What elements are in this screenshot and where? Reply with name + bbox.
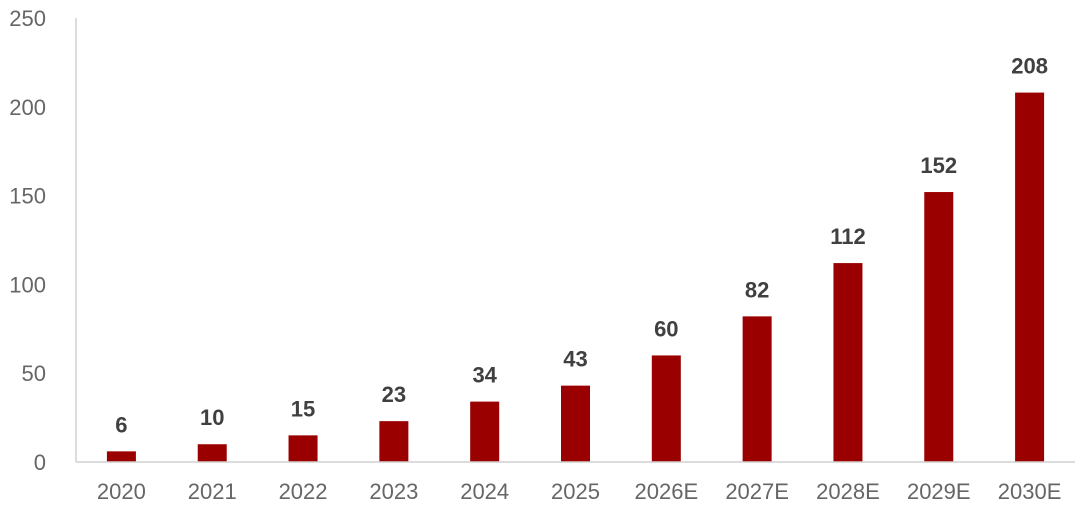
x-tick-label: 2020 (97, 479, 146, 504)
y-tick-label: 100 (9, 272, 46, 297)
y-tick-label: 250 (9, 6, 46, 31)
x-tick-label: 2022 (279, 479, 328, 504)
data-labels: 6 10 15 23 34 43 60 82 112 152 208 (115, 54, 1048, 438)
bar (833, 263, 863, 462)
bars (106, 92, 1045, 462)
bar (379, 421, 409, 462)
bar (924, 192, 954, 462)
y-axis-ticks: 0 50 100 150 200 250 (9, 6, 46, 475)
bar (470, 401, 500, 462)
bar-value-label: 60 (654, 316, 678, 341)
bar-value-label: 152 (920, 153, 957, 178)
x-tick-label: 2027E (725, 479, 789, 504)
bar (742, 316, 772, 462)
x-tick-label: 2024 (460, 479, 509, 504)
bar (561, 385, 590, 462)
bar-value-label: 34 (472, 363, 497, 388)
bar-value-label: 15 (291, 396, 315, 421)
bar-value-label: 43 (563, 347, 587, 372)
x-tick-label: 2030E (998, 479, 1062, 504)
bar (1015, 92, 1045, 462)
bar-value-label: 23 (382, 382, 406, 407)
bar-value-label: 10 (200, 405, 224, 430)
bar-value-label: 6 (115, 412, 127, 437)
x-axis-ticks: 2020 2021 2022 2023 2024 2025 2026E 2027E 2028E 2… (97, 479, 1061, 504)
bar (288, 435, 318, 462)
bar (197, 444, 227, 462)
y-tick-label: 200 (9, 95, 46, 120)
bar-value-label: 112 (830, 224, 866, 249)
x-tick-label: 2028E (816, 479, 880, 504)
bar-value-label: 82 (745, 277, 769, 302)
bar-value-label: 208 (1011, 54, 1048, 79)
x-tick-label: 2025 (551, 479, 600, 504)
x-tick-label: 2026E (635, 479, 699, 504)
bar (651, 355, 681, 462)
x-tick-label: 2021 (188, 479, 237, 504)
y-tick-label: 50 (22, 361, 46, 386)
y-tick-label: 150 (9, 184, 46, 209)
x-tick-label: 2023 (369, 479, 418, 504)
y-tick-label: 0 (34, 450, 46, 475)
bar (106, 451, 136, 462)
x-tick-label: 2029E (907, 479, 971, 504)
